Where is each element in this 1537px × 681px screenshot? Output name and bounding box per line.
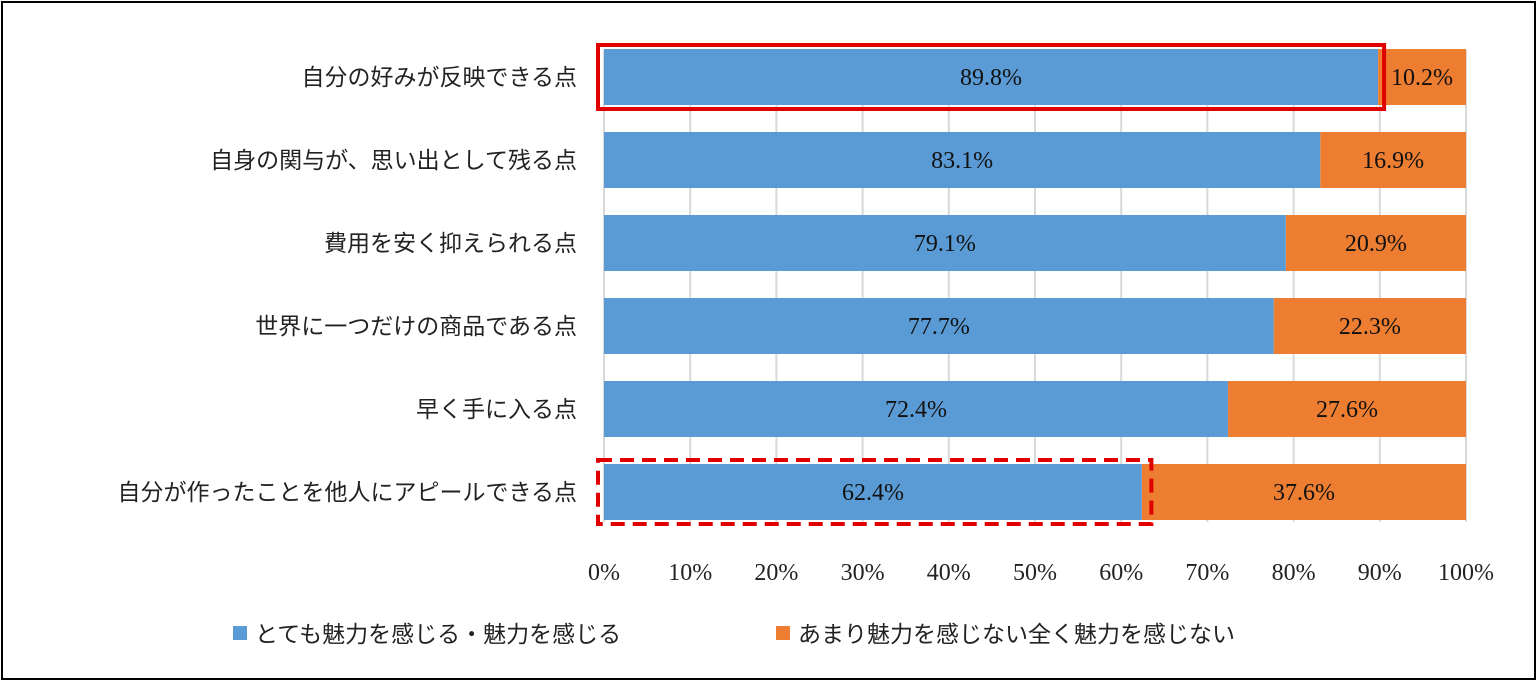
data-label: 22.3%	[1339, 314, 1401, 340]
legend-label: あまり魅力を感じない全く魅力を感じない	[798, 622, 1235, 648]
category-label: 自身の関与が、思い出として残る点	[210, 148, 577, 174]
category-label: 世界に一つだけの商品である点	[255, 314, 577, 340]
category-label: 早く手に入る点	[416, 397, 577, 423]
data-label: 16.9%	[1362, 148, 1424, 174]
legend-swatch	[776, 626, 790, 640]
x-tick-label: 60%	[1099, 560, 1143, 586]
data-label: 77.7%	[908, 314, 970, 340]
bar-segment-1	[604, 464, 1142, 520]
category-label: 自分の好みが反映できる点	[301, 65, 577, 91]
x-tick-label: 10%	[668, 560, 712, 586]
bar-segment-2	[1273, 298, 1466, 354]
bar-segment-1	[604, 132, 1321, 188]
x-tick-label: 80%	[1272, 560, 1316, 586]
x-tick-label: 30%	[841, 560, 885, 586]
x-tick-label: 40%	[927, 560, 971, 586]
bar-segment-1	[604, 381, 1229, 437]
highlight-box-solid	[596, 43, 1387, 111]
bar-segment-2	[1141, 464, 1466, 520]
category-label: 自分が作ったことを他人にアピールできる点	[117, 480, 577, 506]
bar-segment-2	[1228, 381, 1466, 437]
data-label: 10.2%	[1391, 65, 1453, 91]
legend-swatch	[233, 626, 247, 640]
data-label: 83.1%	[931, 148, 993, 174]
data-label: 72.4%	[885, 397, 947, 423]
x-tick-label: 50%	[1013, 560, 1057, 586]
x-tick-label: 90%	[1358, 560, 1402, 586]
bar-segment-1	[604, 298, 1274, 354]
data-label: 89.8%	[960, 65, 1022, 91]
data-label: 62.4%	[842, 480, 904, 506]
data-label: 20.9%	[1345, 231, 1407, 257]
x-tick-label: 100%	[1438, 560, 1494, 586]
highlight-box-dashed	[596, 458, 1154, 526]
data-label: 79.1%	[914, 231, 976, 257]
category-label: 費用を安く抑えられる点	[324, 231, 577, 257]
bar-segment-2	[1320, 132, 1466, 188]
bar-segment-1	[604, 215, 1286, 271]
x-tick-label: 0%	[588, 560, 620, 586]
bar-segment-2	[1378, 49, 1466, 105]
x-tick-label: 20%	[754, 560, 798, 586]
stacked-bar-chart: 89.8% 10.2% 自分の好みが反映できる点 83.1% 16.9% 自身の関与が、思…	[117, 43, 1494, 648]
data-label: 27.6%	[1316, 397, 1378, 423]
data-label: 37.6%	[1273, 480, 1335, 506]
x-tick-label: 70%	[1185, 560, 1229, 586]
bar-segment-1	[604, 49, 1379, 105]
bar-segment-2	[1285, 215, 1466, 271]
legend-label: とても魅力を感じる・魅力を感じる	[255, 622, 621, 648]
